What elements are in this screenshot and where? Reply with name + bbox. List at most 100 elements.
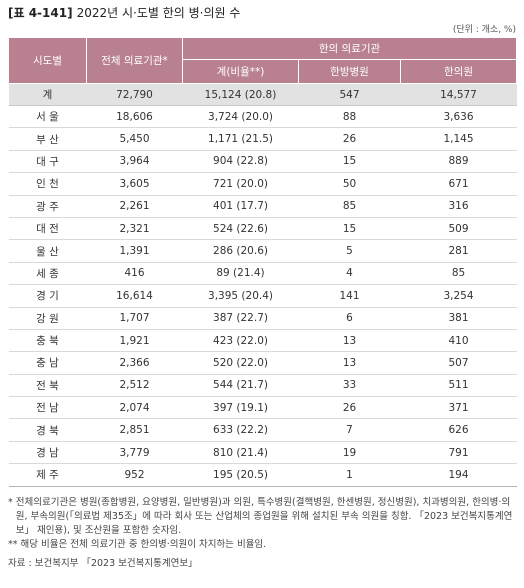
table-row-daejeon: 대 전 2,321 524 (22.6) 15 509: [8, 217, 517, 241]
cell-region: 세 종: [8, 262, 87, 286]
footnote-text: 전체의료기관은 병원(종합병원, 요양병원, 일반병원)과 의원, 특수병원(결…: [15, 497, 513, 536]
table-row-seoul: 서 울 18,606 3,724 (20.0) 88 3,636: [8, 105, 517, 129]
table-row-sejong: 세 종 416 89 (21.4) 4 85: [8, 262, 517, 286]
cell-region: 충 남: [8, 351, 87, 375]
footnote-text: 해당 비율은 전체 의료기관 중 한의병·의원이 차지하는 비율임.: [20, 539, 267, 550]
cell-km-hospitals: 6: [298, 307, 401, 330]
cell-km-hospitals: 85: [298, 195, 401, 218]
cell-km-total: 387 (22.7): [182, 307, 299, 330]
cell-km-clinics: 509: [400, 217, 517, 241]
cell-km-total: 423 (22.0): [182, 329, 299, 353]
cell-total-institutions: 5,450: [86, 127, 183, 151]
table-body: 계 72,790 15,124 (20.8) 547 14,577 서 울 18…: [8, 83, 517, 487]
cell-km-hospitals: 26: [298, 396, 401, 420]
cell-km-clinics: 316: [400, 195, 517, 218]
cell-km-clinics: 626: [400, 418, 517, 442]
table-row-busan: 부 산 5,450 1,171 (21.5) 26 1,145: [8, 127, 517, 151]
cell-km-clinics: 1,145: [400, 127, 517, 151]
cell-km-total: 397 (19.1): [182, 396, 299, 420]
cell-km-hospitals: 7: [298, 418, 401, 442]
cell-total-institutions: 2,851: [86, 418, 183, 442]
cell-region: 경 기: [8, 284, 87, 308]
cell-km-total: 810 (21.4): [182, 441, 299, 465]
table-header: 시도별 전체 의료기관* 한의 의료기관 계(비율**) 한방병원 한의원: [8, 37, 518, 84]
table-row-gwangju: 광 주 2,261 401 (17.7) 85 316: [8, 195, 517, 218]
table-row-daegu: 대 구 3,964 904 (22.8) 15 889: [8, 150, 517, 174]
table-row-total: 계 72,790 15,124 (20.8) 547 14,577: [8, 83, 517, 106]
cell-km-hospitals: 4: [298, 262, 401, 286]
table-row-gangwon: 강 원 1,707 387 (22.7) 6 381: [8, 307, 517, 330]
cell-total-institutions: 3,605: [86, 172, 183, 196]
table-row-ulsan: 울 산 1,391 286 (20.6) 5 281: [8, 239, 517, 263]
cell-region: 계: [8, 83, 87, 106]
cell-total-institutions: 2,366: [86, 351, 183, 375]
cell-region: 제 주: [8, 463, 87, 487]
cell-km-hospitals: 15: [298, 217, 401, 241]
cell-km-hospitals: 19: [298, 441, 401, 465]
cell-km-total: 89 (21.4): [182, 262, 299, 286]
cell-km-total: 633 (22.2): [182, 418, 299, 442]
cell-total-institutions: 2,321: [86, 217, 183, 241]
cell-km-total: 1,171 (21.5): [182, 127, 299, 151]
cell-km-hospitals: 33: [298, 374, 401, 398]
cell-region: 울 산: [8, 239, 87, 263]
cell-km-clinics: 371: [400, 396, 517, 420]
cell-km-clinics: 791: [400, 441, 517, 465]
cell-km-clinics: 381: [400, 307, 517, 330]
unit-label: (단위 : 개소, %): [452, 25, 516, 35]
cell-region: 경 남: [8, 441, 87, 465]
table-number-label: [표 4-141]: [8, 6, 73, 20]
cell-total-institutions: 952: [86, 463, 183, 487]
cell-km-hospitals: 5: [298, 239, 401, 263]
cell-km-total: 904 (22.8): [182, 150, 299, 174]
cell-km-clinics: 14,577: [400, 83, 517, 106]
table-row-gyeongnam: 경 남 3,779 810 (21.4) 19 791: [8, 441, 517, 465]
cell-total-institutions: 2,074: [86, 396, 183, 420]
cell-region: 서 울: [8, 105, 87, 129]
cell-km-total: 721 (20.0): [182, 172, 299, 196]
cell-region: 경 북: [8, 418, 87, 442]
cell-km-total: 195 (20.5): [182, 463, 299, 487]
cell-km-total: 286 (20.6): [182, 239, 299, 263]
cell-region: 전 북: [8, 374, 87, 398]
stats-table: 시도별 전체 의료기관* 한의 의료기관 계(비율**) 한방병원 한의원 계 …: [8, 37, 518, 487]
footnote-marker: **: [8, 539, 18, 550]
cell-region: 충 북: [8, 329, 87, 353]
header-km-total: 계(비율**): [182, 59, 299, 84]
cell-km-clinics: 3,254: [400, 284, 517, 308]
table-title: [표 4-141] 2022년 시·도별 한의 병·의원 수: [8, 4, 240, 21]
cell-km-total: 401 (17.7): [182, 195, 299, 218]
cell-total-institutions: 2,512: [86, 374, 183, 398]
table-row-jeonnam: 전 남 2,074 397 (19.1) 26 371: [8, 396, 517, 420]
header-km-clinics: 한의원: [399, 59, 518, 84]
cell-total-institutions: 72,790: [86, 83, 183, 106]
cell-km-total: 3,724 (20.0): [182, 105, 299, 129]
cell-total-institutions: 1,921: [86, 329, 183, 353]
cell-km-total: 544 (21.7): [182, 374, 299, 398]
cell-km-clinics: 507: [400, 351, 517, 375]
cell-km-hospitals: 88: [298, 105, 401, 129]
table-row-jeju: 제 주 952 195 (20.5) 1 194: [8, 463, 517, 487]
footnote-ratio: ** 해당 비율은 전체 의료기관 중 한의병·의원이 차지하는 비율임.: [8, 538, 516, 552]
cell-km-total: 520 (22.0): [182, 351, 299, 375]
table-row-gyeongbuk: 경 북 2,851 633 (22.2) 7 626: [8, 418, 517, 442]
cell-region: 대 구: [8, 150, 87, 174]
table-row-jeonbuk: 전 북 2,512 544 (21.7) 33 511: [8, 374, 517, 398]
cell-km-clinics: 281: [400, 239, 517, 263]
cell-total-institutions: 16,614: [86, 284, 183, 308]
cell-km-hospitals: 26: [298, 127, 401, 151]
header-km-hospitals: 한방병원: [298, 59, 401, 84]
cell-km-clinics: 511: [400, 374, 517, 398]
cell-km-total: 3,395 (20.4): [182, 284, 299, 308]
cell-km-clinics: 410: [400, 329, 517, 353]
header-region: 시도별: [8, 37, 87, 84]
cell-region: 대 전: [8, 217, 87, 241]
cell-km-hospitals: 50: [298, 172, 401, 196]
cell-km-clinics: 3,636: [400, 105, 517, 129]
table-row-chungnam: 충 남 2,366 520 (22.0) 13 507: [8, 351, 517, 375]
source-line: 자료 : 보건복지부 「2023 보건복지통계연보」: [8, 558, 198, 569]
cell-region: 강 원: [8, 307, 87, 330]
cell-region: 전 남: [8, 396, 87, 420]
cell-km-hospitals: 13: [298, 329, 401, 353]
